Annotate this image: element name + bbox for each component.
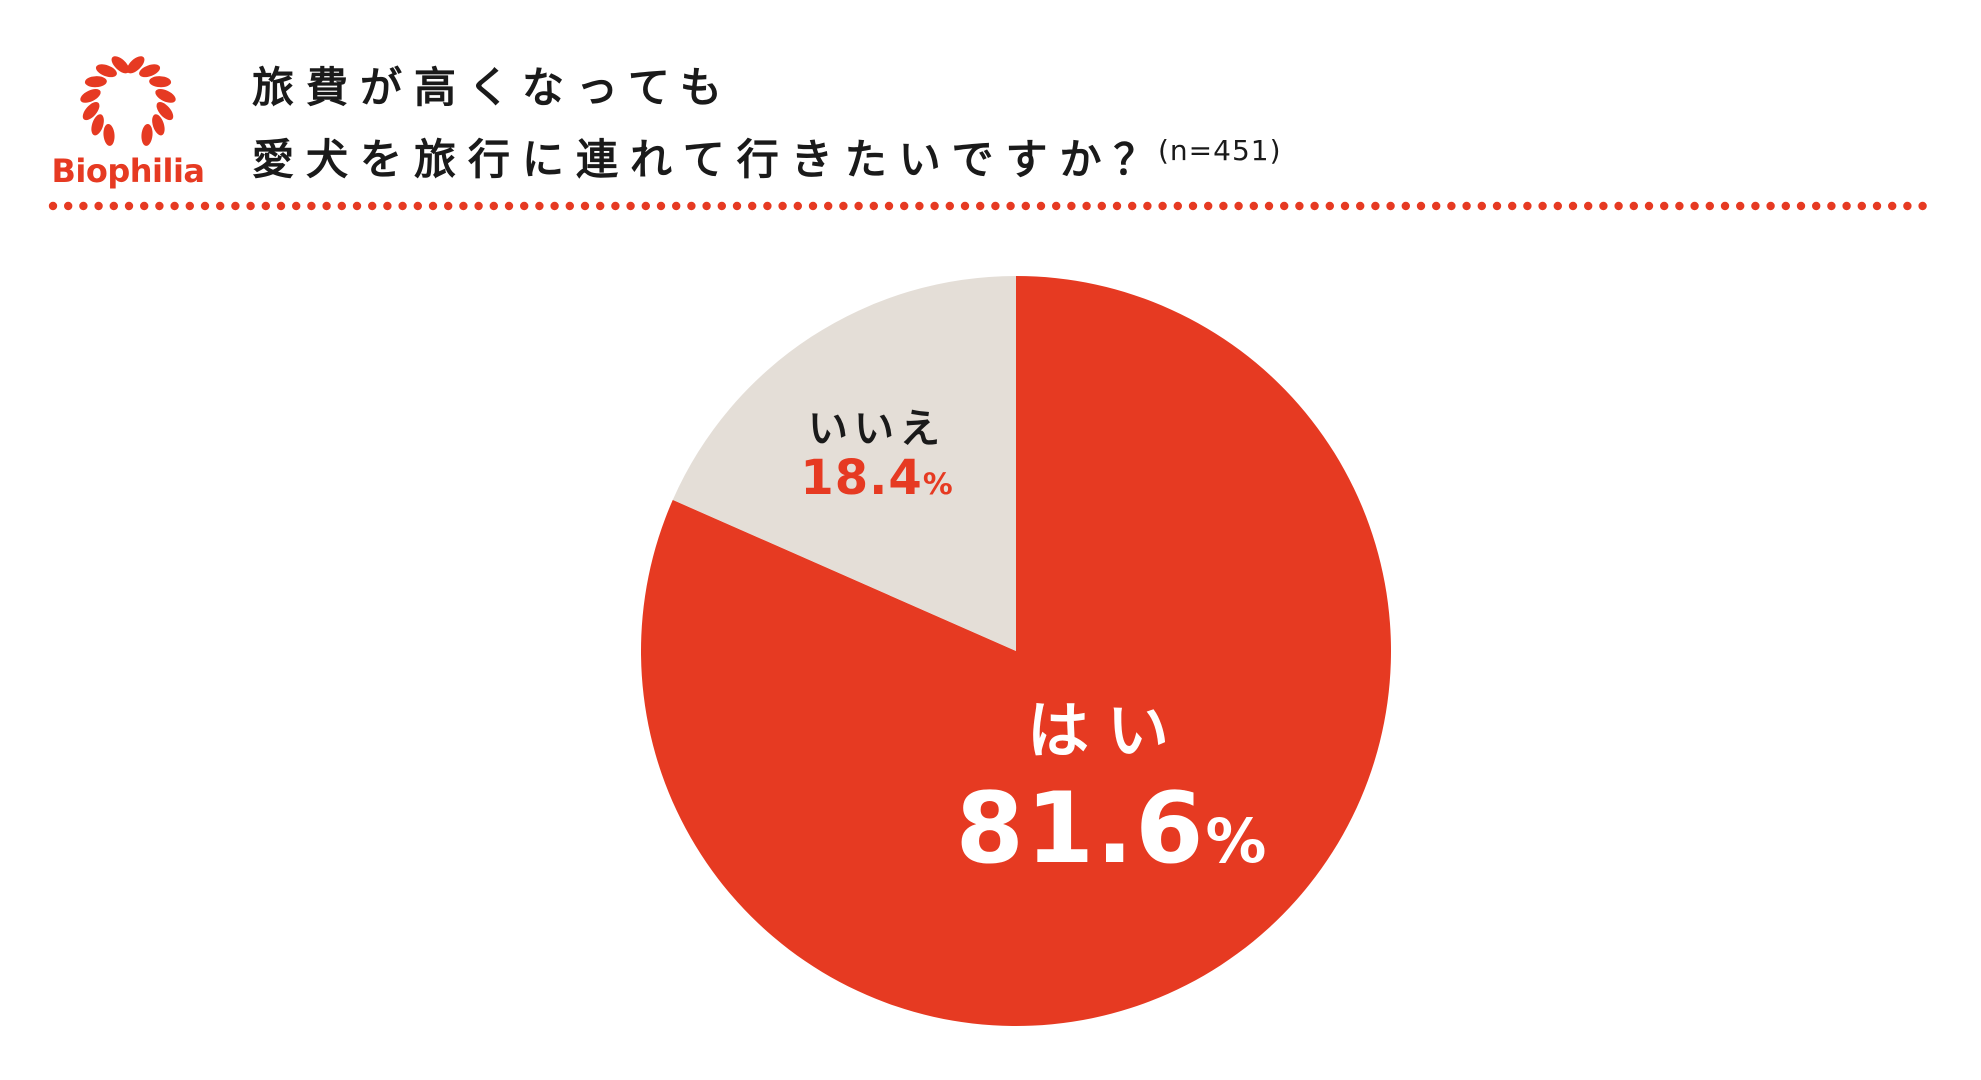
laurel-wreath-icon bbox=[80, 56, 176, 146]
dotted-divider bbox=[48, 201, 1927, 211]
chart-title-line-2: 愛犬を旅行に連れて行きたいですか？ bbox=[252, 135, 1168, 184]
slice-label-iie: いいえ bbox=[808, 406, 946, 452]
slice-value-hai: 81.6% bbox=[955, 772, 1269, 886]
pie-slice-hai bbox=[641, 276, 1391, 1026]
pie-slice-iie bbox=[672, 276, 1016, 651]
pie-chart bbox=[641, 276, 1391, 1026]
brand-name: Biophilia bbox=[51, 152, 205, 190]
chart-title-line-1: 旅費が高くなっても bbox=[252, 63, 734, 112]
brand-logo: Biophilia bbox=[48, 48, 208, 198]
slice-label-hai: はい bbox=[1026, 694, 1188, 767]
slice-value-iie: 18.4% bbox=[800, 450, 954, 506]
sample-size-note: (n=451) bbox=[1158, 134, 1282, 167]
